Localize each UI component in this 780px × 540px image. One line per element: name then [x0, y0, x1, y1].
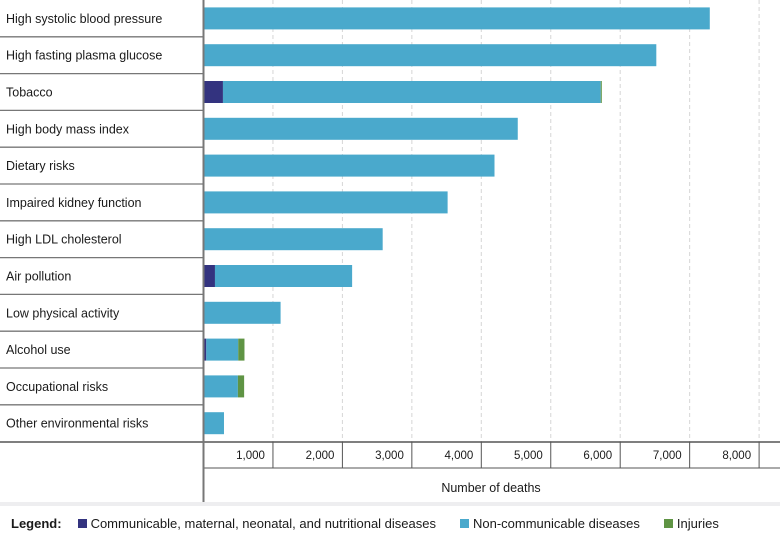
- legend-item-communicable: Communicable, maternal, neonatal, and nu…: [77, 515, 436, 531]
- legend-separator: [0, 502, 780, 506]
- category-label: Low physical activity: [6, 306, 120, 320]
- category-label: Impaired kidney function: [6, 196, 142, 210]
- legend-swatch-injuries: [663, 518, 673, 528]
- x-axis-label: Number of deaths: [441, 481, 540, 495]
- bar-segment: [206, 338, 239, 361]
- stacked-bar-chart: High systolic blood pressure High fasting…: [0, 0, 780, 502]
- bar-segment: [203, 117, 518, 140]
- category-label: High fasting plasma glucose: [6, 49, 162, 63]
- bar-segment: [222, 81, 601, 103]
- bar-segment: [203, 412, 224, 435]
- bar-segment: [203, 228, 383, 251]
- legend-swatch-communicable: [77, 518, 87, 528]
- category-label: Other environmental risks: [6, 417, 148, 431]
- bar-segment: [238, 338, 245, 361]
- gridlines: [272, 0, 760, 442]
- legend-label: Non-communicable diseases: [472, 515, 640, 531]
- legend-item-injuries: Injuries: [663, 515, 719, 531]
- category-label: High body mass index: [6, 122, 130, 136]
- x-tick-label: 5,000: [514, 450, 543, 462]
- x-tick-label: 1,000: [236, 450, 265, 462]
- bars: [203, 7, 710, 435]
- bar-segment: [203, 301, 281, 324]
- bar-segment: [214, 265, 353, 287]
- legend-label: Injuries: [676, 515, 719, 531]
- category-rows: High systolic blood pressure High fasting…: [0, 12, 204, 431]
- legend-label: Communicable, maternal, neonatal, and nu…: [90, 515, 436, 531]
- category-label: Tobacco: [6, 86, 53, 100]
- bar-segment: [203, 338, 207, 361]
- x-tick-label: 2,000: [306, 450, 335, 462]
- category-label: Air pollution: [6, 270, 71, 284]
- legend-item-non-communicable: Non-communicable diseases: [459, 515, 640, 531]
- bar-segment: [203, 154, 495, 177]
- category-label: Occupational risks: [6, 380, 108, 394]
- x-axis: 1,000 2,000 3,000 4,000 5,000 6,000 7,000 8,000: [0, 0, 780, 502]
- category-label: High LDL cholesterol: [6, 233, 122, 247]
- legend-title: Legend:: [11, 515, 62, 531]
- category-label: High systolic blood pressure: [6, 12, 162, 26]
- category-label: Alcohol use: [6, 343, 71, 357]
- x-tick-label: 3,000: [375, 450, 404, 462]
- bar-segment: [600, 81, 602, 103]
- bar-segment: [203, 375, 238, 398]
- x-tick-label: 8,000: [722, 450, 751, 462]
- x-tick-label: 6,000: [583, 450, 612, 462]
- x-tick-label: 7,000: [653, 450, 682, 462]
- bar-segment: [203, 7, 710, 30]
- bar-segment: [203, 191, 448, 214]
- bar-segment: [237, 375, 245, 398]
- x-tick-label: 4,000: [445, 450, 474, 462]
- bar-segment: [203, 44, 657, 67]
- legend-swatch-non-communicable: [459, 518, 469, 528]
- category-label: Dietary risks: [6, 159, 75, 173]
- bar-segment: [203, 81, 223, 103]
- bar-segment: [203, 265, 215, 287]
- legend: Legend: Communicable, maternal, neonatal…: [0, 506, 780, 540]
